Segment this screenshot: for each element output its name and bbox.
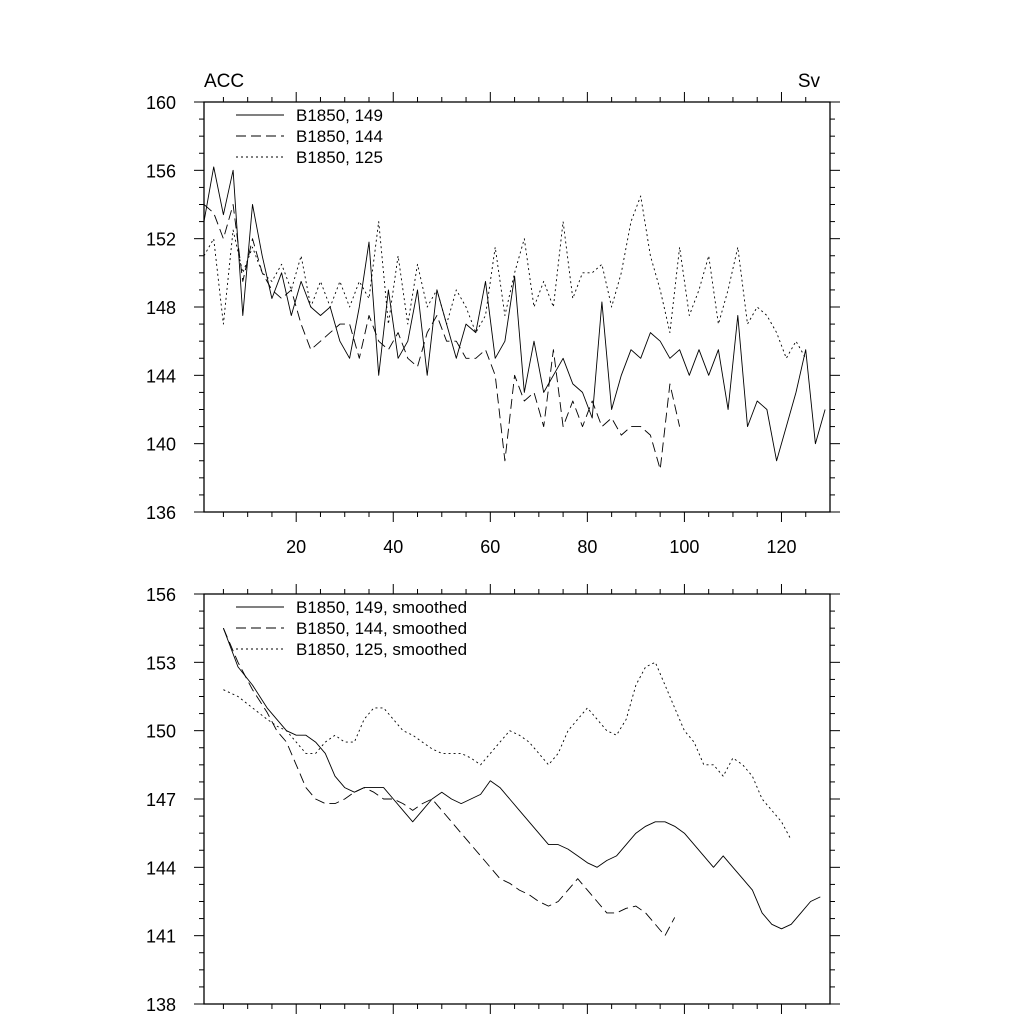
y-tick-label: 153 [146,653,176,673]
y-tick-label: 138 [146,995,176,1015]
series-line-dotted [223,661,792,841]
y-tick-label: 156 [146,585,176,605]
y-tick-label: 140 [146,435,176,455]
y-tick-label: 147 [146,790,176,810]
legend-label: B1850, 125, smoothed [296,640,467,659]
bottom-chart-panel: 138 141 144 147 150 153 156 B1850, 149, smooth… [146,584,840,1015]
y-tick-label: 156 [146,161,176,181]
y-tick-label: 141 [146,927,176,947]
series-line-solid [222,628,821,930]
y-tick-label: 144 [146,366,176,386]
x-tick-label: 100 [669,537,699,557]
legend-label: B1850, 149, smoothed [296,598,467,617]
y-tick-label: 144 [146,858,176,878]
x-tick-label: 40 [383,537,403,557]
series-line-dotted [203,195,807,359]
series-line-dashed [222,628,676,937]
y-tick-label: 148 [146,298,176,318]
x-tick-label: 60 [480,537,500,557]
right-corner-label: Sv [798,71,821,92]
x-tick-label: 20 [286,537,306,557]
legend-label: B1850, 149 [296,106,383,125]
legend-label: B1850, 144 [296,127,383,146]
y-tick-label: 160 [146,93,176,113]
y-tick-label: 136 [146,503,176,523]
top-chart-panel: ACC Sv 20 40 60 80 100 120 136 140 144 148 152 156 1… [146,71,840,557]
series-line-solid [203,166,826,462]
y-tick-label: 152 [146,230,176,250]
series-line-dashed [203,204,681,470]
legend-label: B1850, 144, smoothed [296,619,467,638]
left-corner-label: ACC [204,71,244,92]
y-tick-label: 150 [146,722,176,742]
x-tick-label: 120 [766,537,796,557]
legend-label: B1850, 125 [296,148,383,167]
x-tick-label: 80 [577,537,597,557]
